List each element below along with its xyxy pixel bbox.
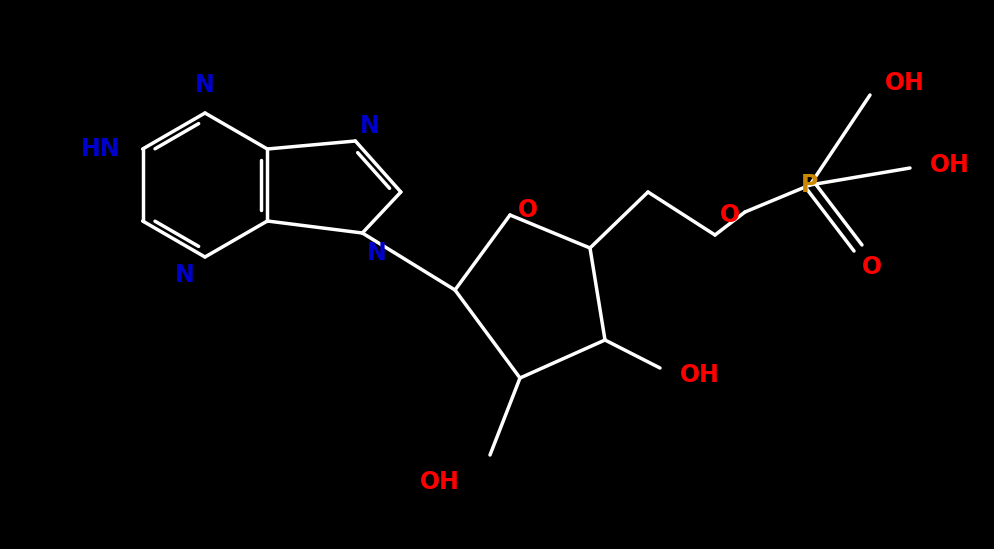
Text: HN: HN — [82, 137, 120, 161]
Text: N: N — [368, 241, 387, 265]
Text: N: N — [361, 114, 380, 138]
Text: P: P — [801, 173, 819, 197]
Text: OH: OH — [885, 71, 924, 95]
Text: O: O — [720, 203, 740, 227]
Text: O: O — [862, 255, 882, 279]
Text: O: O — [518, 198, 538, 222]
Text: N: N — [195, 73, 215, 97]
Text: OH: OH — [680, 363, 720, 387]
Text: OH: OH — [930, 153, 970, 177]
Text: OH: OH — [420, 470, 460, 494]
Text: N: N — [175, 263, 195, 287]
